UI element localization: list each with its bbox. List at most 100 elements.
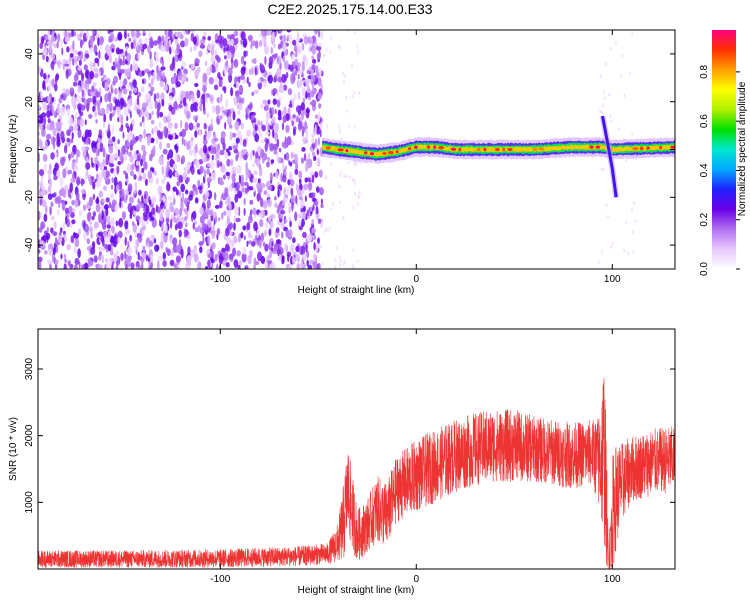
noise-dot (631, 207, 633, 211)
noise-blob (274, 196, 277, 201)
noise-dot (348, 175, 351, 179)
noise-blob (95, 180, 101, 188)
noise-blob (288, 201, 292, 208)
noise-blob (194, 197, 199, 204)
noise-blob (151, 111, 154, 115)
noise-blob (124, 220, 129, 230)
noise-blob (300, 102, 305, 111)
noise-blob (113, 176, 118, 187)
noise-blob (51, 104, 54, 115)
noise-blob (66, 129, 71, 137)
noise-blob (93, 221, 99, 229)
noise-blob (38, 260, 42, 269)
noise-blob (206, 177, 212, 184)
noise-blob (272, 31, 275, 37)
noise-blob (105, 153, 109, 163)
noise-blob (272, 88, 278, 95)
noise-blob (209, 94, 214, 103)
noise-blob (318, 262, 321, 269)
noise-blob (85, 137, 89, 145)
noise-blob (161, 99, 165, 107)
noise-blob (194, 143, 198, 154)
noise-blob (125, 46, 129, 51)
noise-blob (294, 169, 299, 176)
noise-blob (105, 207, 109, 217)
noise-blob (138, 175, 143, 181)
noise-blob (254, 67, 257, 76)
noise-blob (276, 99, 281, 108)
noise-blob (76, 94, 82, 104)
noise-blob (302, 253, 307, 261)
noise-dot (334, 258, 337, 263)
noise-blob (142, 172, 147, 182)
noise-blob (240, 56, 244, 65)
noise-blob (303, 153, 307, 162)
noise-blob (80, 178, 84, 187)
noise-blob (89, 219, 93, 226)
noise-blob (149, 153, 153, 162)
noise-blob (231, 181, 235, 189)
noise-dot (321, 261, 324, 266)
noise-blob (203, 122, 207, 130)
noise-blob (117, 230, 123, 239)
noise-dot (604, 62, 607, 66)
carrier-hotspot (369, 152, 375, 156)
noise-dot (632, 230, 634, 235)
noise-blob (130, 123, 133, 132)
noise-blob (264, 105, 269, 112)
noise-blob (302, 231, 307, 239)
noise-dot (325, 47, 328, 52)
noise-blob (119, 189, 122, 196)
noise-blob (98, 50, 101, 60)
noise-blob (281, 199, 285, 207)
noise-blob (316, 157, 321, 167)
noise-blob (94, 57, 99, 64)
noise-dot (352, 248, 355, 252)
noise-blob (89, 36, 93, 46)
noise-blob (103, 113, 107, 123)
noise-dot (358, 190, 361, 195)
noise-blob (236, 250, 242, 257)
noise-blob (316, 52, 321, 60)
noise-blob (244, 187, 248, 194)
noise-blob (197, 261, 202, 269)
noise-blob (286, 186, 289, 197)
noise-blob (299, 79, 302, 89)
noise-blob (88, 129, 92, 138)
noise-blob (77, 118, 80, 125)
noise-blob (289, 100, 292, 108)
noise-blob (66, 46, 70, 53)
noise-blob (169, 234, 173, 244)
noise-dot (621, 53, 624, 58)
noise-blob (279, 34, 283, 41)
noise-dot (338, 185, 340, 189)
noise-blob (105, 106, 109, 115)
noise-blob (58, 136, 61, 145)
noise-blob (108, 54, 113, 64)
noise-blob (224, 151, 228, 159)
noise-blob (50, 216, 55, 221)
noise-blob (87, 257, 92, 268)
noise-dot (326, 124, 328, 128)
noise-blob (137, 53, 141, 60)
noise-blob (62, 58, 68, 65)
noise-blob (111, 136, 116, 143)
noise-blob (317, 218, 322, 224)
noise-dot (342, 216, 345, 221)
noise-blob (153, 40, 158, 46)
noise-blob (266, 156, 271, 162)
noise-blob (112, 125, 115, 135)
noise-blob (264, 142, 268, 152)
noise-dot (338, 200, 341, 205)
snr-series-line (38, 378, 675, 569)
noise-blob (209, 172, 212, 177)
noise-blob (278, 96, 282, 101)
noise-dot (611, 241, 614, 246)
noise-dot (353, 90, 356, 95)
carrier-hotspot (538, 147, 545, 151)
colorbar-tick-label: 0.8 (699, 64, 710, 78)
noise-blob (248, 186, 254, 191)
noise-blob (130, 42, 134, 50)
noise-blob (92, 30, 96, 35)
noise-dot (323, 53, 326, 58)
